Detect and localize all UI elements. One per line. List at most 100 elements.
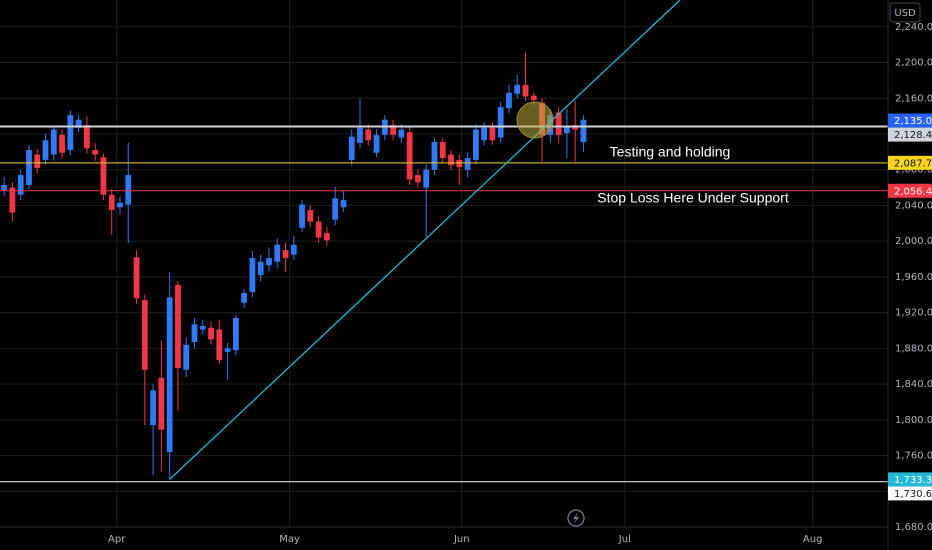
candle-body — [489, 127, 496, 141]
candle-body — [332, 198, 339, 220]
price-tag — [888, 472, 932, 487]
candle-body — [125, 175, 132, 205]
candle-body — [42, 140, 49, 160]
candle-body — [150, 390, 156, 426]
currency: USD — [894, 8, 916, 19]
candle-body — [166, 297, 173, 452]
candle-body — [481, 127, 488, 141]
candle-body — [423, 169, 430, 188]
candle-body — [564, 126, 570, 134]
price-tag — [888, 113, 932, 128]
candle-body — [224, 348, 231, 352]
candle-body — [100, 157, 107, 195]
price-tag-label: 1,730.6 — [894, 489, 932, 500]
candle-body — [199, 326, 206, 330]
price-tag — [888, 155, 932, 170]
candle-body — [17, 175, 24, 195]
candle-body — [340, 200, 347, 208]
x-tick-label: Apr — [108, 534, 126, 545]
candle-body — [117, 202, 123, 208]
candle-body — [290, 244, 297, 255]
x-tick-label: May — [279, 534, 300, 545]
candle-body — [439, 142, 446, 159]
price-tag — [888, 486, 932, 501]
candle-body — [1, 184, 8, 191]
price-tag-label: 2,128.4 — [894, 130, 932, 141]
y-tick-label: 1,840.0 — [895, 379, 932, 390]
currency-box[interactable] — [889, 2, 921, 23]
annotation: Stop Loss Here Under Support — [597, 190, 789, 206]
candle-body — [514, 84, 521, 94]
candle-body — [555, 112, 562, 135]
candle-body — [472, 129, 479, 160]
price-tag — [888, 183, 932, 198]
price-tag — [888, 127, 932, 142]
candle-body — [348, 136, 355, 160]
candle-body — [133, 257, 140, 299]
candle-body — [274, 244, 281, 262]
alert-icon[interactable] — [567, 509, 585, 527]
candle-body — [67, 115, 74, 151]
candle-body — [249, 258, 256, 293]
candle-body — [158, 377, 165, 430]
candle-body — [299, 204, 305, 228]
candle-body — [324, 233, 330, 241]
candle-body — [9, 187, 16, 213]
candle-body — [183, 344, 190, 370]
x-tick-label: Jul — [618, 534, 631, 545]
candle-body — [530, 95, 537, 101]
y-tick-label: 2,160.0 — [895, 93, 932, 104]
highlight-circle — [516, 101, 554, 139]
candle-body — [232, 317, 239, 351]
y-tick-label: 1,680.0 — [895, 522, 932, 533]
candle-body — [34, 154, 41, 168]
candle-body — [75, 119, 82, 128]
candle-body — [208, 327, 214, 340]
candle-body — [580, 119, 587, 143]
candle-body — [59, 134, 65, 153]
y-tick-label: 1,760.0 — [895, 451, 932, 462]
candle-body — [390, 125, 396, 135]
trendline — [169, 0, 681, 480]
candle-body — [216, 329, 223, 360]
candle-body — [257, 261, 264, 276]
candle-body — [506, 92, 512, 109]
candle-body — [307, 209, 314, 222]
candle-body — [266, 258, 272, 266]
candle-body — [522, 84, 529, 97]
candle-body — [456, 159, 463, 168]
candle-body — [497, 107, 504, 138]
candle-body — [92, 150, 99, 155]
candle-body — [464, 158, 471, 170]
price-tag-label: 2,087.7 — [894, 158, 932, 169]
candle-body — [357, 127, 363, 143]
y-tick-label: 1,960.0 — [895, 272, 932, 283]
candle-body — [191, 324, 198, 343]
x-tick-label: Jun — [453, 534, 470, 545]
candle-body — [415, 175, 421, 183]
price-tag-label: 2,135.0 — [894, 116, 932, 127]
plot — [0, 0, 888, 483]
candle-body — [26, 150, 32, 185]
y-tick-label: 2,040.0 — [895, 200, 932, 211]
candle-body — [365, 129, 372, 141]
candle-body — [282, 250, 289, 259]
y-tick-label: 1,880.0 — [895, 343, 932, 354]
price-tag-label: 1,733.3 — [894, 475, 932, 486]
price-axis — [888, 0, 932, 550]
y-tick-label: 2,000.0 — [895, 236, 932, 247]
y-tick-label: 2,240.0 — [895, 22, 932, 33]
candle-body — [84, 125, 90, 149]
candle-body — [448, 154, 454, 166]
candle-body — [108, 194, 115, 210]
grid — [0, 0, 888, 528]
candle-body — [398, 129, 405, 138]
y-tick-label: 2,080.0 — [895, 165, 932, 176]
price-tag-label: 2,056.4 — [894, 186, 932, 197]
candle-body — [241, 292, 248, 303]
y-tick-label: 2,200.0 — [895, 58, 932, 69]
y-tick-label: 1,920.0 — [895, 308, 932, 319]
